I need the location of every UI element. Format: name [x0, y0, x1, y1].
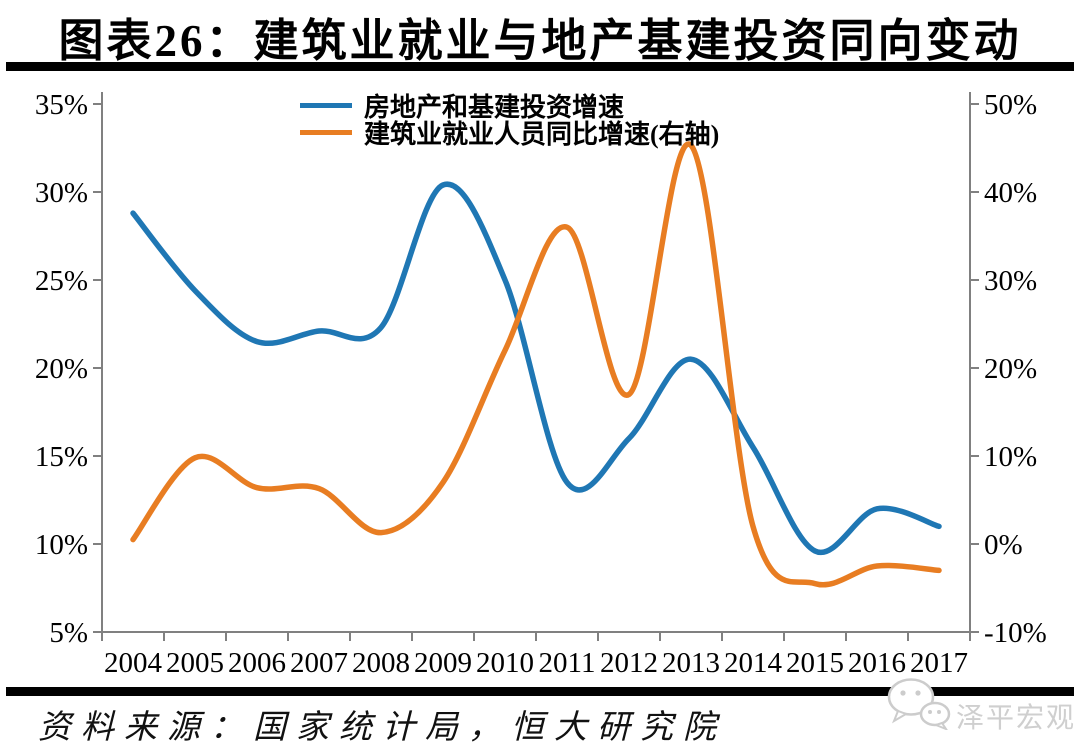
chart-title: 图表26：建筑业就业与地产基建投资同向变动 — [58, 16, 1022, 66]
right-axis-tick-label: 0% — [984, 529, 1023, 561]
x-axis-tick-label: 2011 — [539, 647, 596, 679]
x-axis-tick-label: 2007 — [290, 647, 348, 679]
left-axis-tick-label: 10% — [35, 529, 88, 561]
left-axis-tick-label: 20% — [35, 353, 88, 385]
left-axis-tick-label: 35% — [35, 89, 88, 121]
x-axis-tick-label: 2010 — [476, 647, 534, 679]
x-axis-tick-label: 2005 — [166, 647, 224, 679]
left-axis-tick-label: 5% — [49, 617, 88, 649]
left-axis-tick-label: 25% — [35, 265, 88, 297]
x-axis-tick-label: 2009 — [414, 647, 472, 679]
legend-label-investment: 房地产和基建投资增速 — [364, 93, 625, 122]
legend-line-swatch-blue — [300, 103, 352, 108]
series-line-investment — [130, 181, 942, 556]
x-axis-tick-label: 2013 — [662, 647, 720, 679]
legend-label-employment: 建筑业就业人员同比增速(右轴) — [364, 120, 720, 149]
legend-item-investment: 房地产和基建投资增速 — [300, 92, 719, 122]
right-axis-tick-label: 50% — [984, 89, 1037, 121]
x-axis-tick-label: 2012 — [600, 647, 658, 679]
left-axis-tick-label: 15% — [35, 441, 88, 473]
footer-divider-bar — [6, 687, 1074, 696]
wechat-logo-icon — [887, 678, 951, 730]
legend-item-employment: 建筑业就业人员同比增速(右轴) — [300, 119, 719, 149]
series-line-employment — [130, 141, 942, 588]
left-axis-tick-label: 30% — [35, 177, 88, 209]
right-axis-tick-label: -10% — [984, 617, 1047, 649]
right-axis-tick-label: 20% — [984, 353, 1037, 385]
right-axis-tick-label: 30% — [984, 265, 1037, 297]
x-axis-tick-label: 2016 — [848, 647, 906, 679]
right-axis-tick-label: 10% — [984, 441, 1037, 473]
x-axis-tick-label: 2014 — [724, 647, 783, 679]
chart-legend: 房地产和基建投资增速 建筑业就业人员同比增速(右轴) — [300, 92, 719, 149]
x-axis-tick-label: 2015 — [786, 647, 844, 679]
watermark-label: 泽平宏观 — [956, 703, 1077, 734]
dual-axis-line-chart: 5% 10% 15% 20% 25% 30% 35% -10% 0% 10% 20% 30% 40% 50… — [35, 89, 1047, 679]
watermark: 泽平宏观 — [884, 676, 1076, 736]
source-note: 资料来源：国家统计局，恒大研究院 — [38, 710, 726, 746]
x-axis-tick-label: 2006 — [228, 647, 286, 679]
right-axis-tick-label: 40% — [984, 177, 1037, 209]
x-axis-tick-label: 2017 — [910, 647, 968, 679]
x-axis-tick-label: 2004 — [104, 647, 163, 679]
x-axis-tick-label: 2008 — [352, 647, 410, 679]
legend-line-swatch-orange — [300, 130, 352, 135]
title-divider-bar — [6, 62, 1074, 71]
